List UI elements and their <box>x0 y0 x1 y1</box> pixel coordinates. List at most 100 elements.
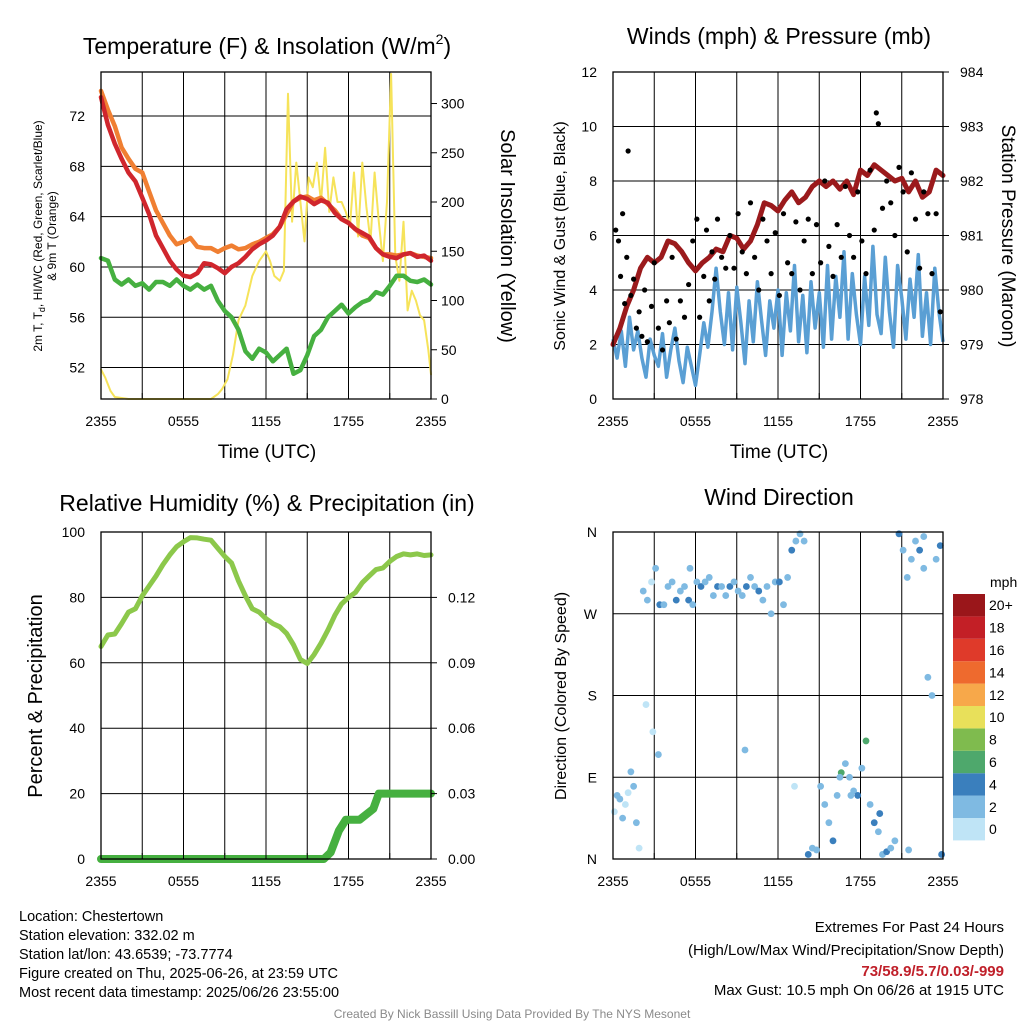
series-sonic-wind <box>611 244 945 388</box>
gust-point <box>764 238 770 244</box>
direction-point <box>862 737 870 745</box>
gust-point <box>673 336 679 342</box>
gust-point <box>712 276 718 282</box>
direction-point <box>788 546 796 554</box>
series-td <box>98 255 434 377</box>
gust-point <box>747 200 754 206</box>
gust-point <box>709 249 715 255</box>
gust-point <box>834 222 840 228</box>
station-info: Location: Chestertown Station elevation:… <box>19 908 339 1003</box>
series-relative-humidity <box>98 535 434 666</box>
direction-xtick-label: 1155 <box>763 873 793 889</box>
gust-point <box>633 325 639 331</box>
legend-label: 18 <box>989 620 1005 636</box>
direction-point <box>621 801 629 808</box>
gust-point <box>879 205 886 211</box>
humidity-xtick-label: 2355 <box>85 873 116 889</box>
station-location: Location: Chestertown <box>19 909 164 925</box>
temperature-xlabel: Time (UTC) <box>218 442 317 463</box>
direction-xtick-label: 0555 <box>680 873 711 889</box>
humidity-frame <box>100 531 432 860</box>
gust-point <box>863 271 869 277</box>
pressure-ytick-label: 984 <box>960 64 984 80</box>
insolation-ytick-label: 50 <box>441 342 457 358</box>
gust-point <box>925 211 931 217</box>
direction-point <box>624 789 632 797</box>
precip-ytick-label: 0.09 <box>448 655 475 671</box>
temperature-ytick-label: 60 <box>69 259 85 275</box>
gust-point <box>867 167 873 173</box>
pressure-ytick-label: 980 <box>960 282 984 298</box>
direction-ytick-label: S <box>588 688 597 704</box>
gust-point <box>826 243 832 249</box>
gust-point <box>666 320 672 326</box>
direction-point <box>643 596 651 604</box>
legend-swatch <box>953 750 985 774</box>
winds-xlabel: Time (UTC) <box>730 442 829 463</box>
gust-point <box>929 271 935 277</box>
temperature-ytick-label: 52 <box>69 360 85 376</box>
gust-point <box>818 260 824 266</box>
insolation-ytick-label: 0 <box>441 391 449 407</box>
pressure-ytick-label: 978 <box>960 391 984 407</box>
direction-point <box>705 574 713 581</box>
precip-ytick-label: 0.00 <box>448 851 475 867</box>
direction-point <box>866 801 874 808</box>
direction-series <box>610 530 946 858</box>
temperature-ylabel-line2: & 9m T (Orange) <box>45 191 59 281</box>
temperature-ytick-label: 64 <box>69 209 85 225</box>
winds-ylabel: Sonic Wind & Gust (Blue, Black) <box>552 121 569 350</box>
direction-point <box>676 587 684 595</box>
gust-point <box>644 339 650 345</box>
direction-point <box>804 851 812 858</box>
series-2m-t <box>98 94 434 280</box>
direction-point <box>672 596 680 604</box>
direction-point <box>932 555 940 563</box>
gust-point <box>780 211 787 217</box>
direction-point <box>759 596 767 604</box>
direction-point <box>800 537 808 545</box>
gust-point <box>884 178 890 184</box>
direction-ytick-label: N <box>587 524 597 540</box>
temperature-xtick-label: 2355 <box>85 413 116 429</box>
direction-ytick-label: E <box>588 769 597 785</box>
pressure-ytick-label: 979 <box>960 337 984 353</box>
direction-point <box>639 587 647 595</box>
direction-point <box>616 795 624 803</box>
gust-point <box>636 309 642 315</box>
legend-swatch <box>953 638 985 662</box>
insolation-ytick-label: 150 <box>441 243 465 259</box>
legend-swatch <box>953 683 985 706</box>
humidity-panel: Relative Humidity (%) & Precipitation (i… <box>25 490 475 889</box>
direction-ytick-label: W <box>584 606 598 622</box>
legend-label: 4 <box>989 776 997 792</box>
humidity-title: Relative Humidity (%) & Precipitation (i… <box>59 490 474 516</box>
direction-point <box>821 801 829 808</box>
direction-point <box>825 819 833 827</box>
direction-point <box>718 583 726 590</box>
direction-point <box>833 792 841 799</box>
temperature-ytick-label: 72 <box>69 108 85 124</box>
recent-timestamp: Most recent data timestamp: 2025/06/26 2… <box>19 985 340 1001</box>
gust-point <box>655 325 661 331</box>
gust-point <box>628 292 634 299</box>
winds-ytick-label: 6 <box>589 228 597 244</box>
direction-point <box>791 782 798 790</box>
temperature-title: Temperature (F) & Insolation (W/m2) <box>83 31 451 59</box>
winds-series <box>610 110 946 388</box>
direction-point <box>916 546 924 554</box>
legend-swatch <box>953 661 985 684</box>
gust-point <box>801 238 807 244</box>
gust-point <box>659 347 666 353</box>
gust-point <box>908 170 914 176</box>
direction-point <box>632 819 640 827</box>
gust-point <box>664 298 670 304</box>
direction-point <box>870 819 878 827</box>
direction-point <box>619 814 627 822</box>
direction-point <box>738 592 746 599</box>
speed-legend-title: mph <box>990 574 1017 590</box>
temperature-xtick-label: 2355 <box>415 413 446 429</box>
direction-point <box>685 596 693 604</box>
legend-label: 14 <box>989 664 1005 680</box>
gust-point <box>622 301 628 307</box>
